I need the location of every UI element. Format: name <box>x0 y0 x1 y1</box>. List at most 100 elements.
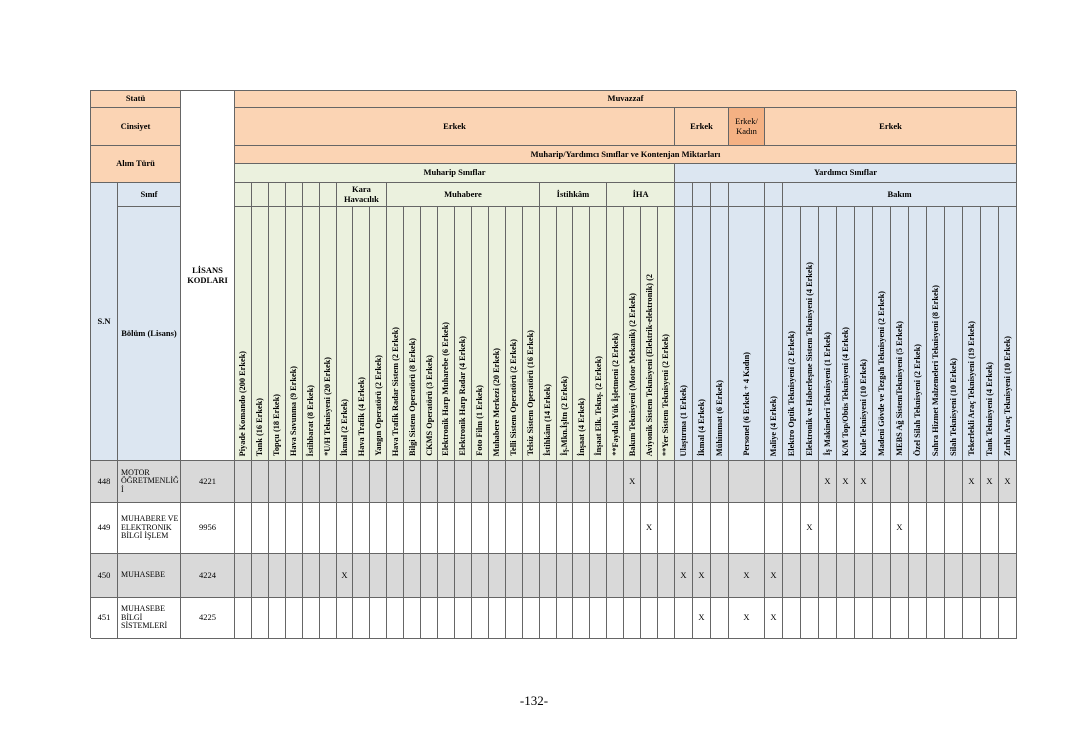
column-header: İnşaat (4 Erkek) <box>573 207 591 461</box>
mark-cell <box>963 598 981 639</box>
mark-cell <box>302 598 320 639</box>
mark-cell <box>945 503 963 554</box>
mark-cell <box>302 503 320 554</box>
mark-cell <box>505 503 523 554</box>
mark-cell <box>556 503 574 554</box>
sn: 449 <box>91 503 118 554</box>
subgroup: İHA <box>607 183 675 207</box>
mark-cell <box>522 598 540 639</box>
mark-cell <box>873 554 891 598</box>
mark-cell <box>999 503 1017 554</box>
lisans-kod: 4225 <box>181 598 235 639</box>
cinsiyet: Erkek/ Kadın <box>729 108 765 146</box>
bolum: MOTOR ÖĞRETMENLİĞİ <box>118 461 181 503</box>
mark-cell <box>641 598 659 639</box>
statu-label: Statü <box>91 91 181 108</box>
alim-turu-label: Alım Türü <box>91 146 181 183</box>
mark-cell <box>302 554 320 598</box>
column-header: Bilgi Sistem Operatörü (8 Erkek) <box>404 207 422 461</box>
mark-cell <box>573 598 591 639</box>
mark-cell: X <box>981 461 999 503</box>
mark-cell <box>251 503 269 554</box>
column-header: Tank Teknisyeni (4 Erkek) <box>981 207 999 461</box>
mark-cell <box>455 598 472 639</box>
subgroup-empty <box>765 183 783 207</box>
mark-cell <box>505 554 523 598</box>
mark-cell <box>336 461 354 503</box>
mark-cell <box>819 554 837 598</box>
mark-cell: X <box>765 554 783 598</box>
mark-cell: X <box>963 461 981 503</box>
mark-cell <box>522 554 540 598</box>
column-header: Telsiz Sistem Operatörü (16 Erkek) <box>522 207 540 461</box>
mark-cell <box>235 554 252 598</box>
mark-cell <box>729 461 765 503</box>
mark-cell <box>765 503 783 554</box>
mark-cell <box>873 598 891 639</box>
mark-cell <box>573 461 591 503</box>
column-header: Foto Film (1 Erkek) <box>471 207 489 461</box>
column-header: Elektro Optik Teknisyeni (2 Erkek) <box>783 207 801 461</box>
mark-cell <box>607 598 625 639</box>
mark-cell <box>539 461 557 503</box>
subgroup-empty <box>268 183 286 207</box>
column-header: İkmal (4 Erkek) <box>693 207 711 461</box>
mark-cell <box>488 554 506 598</box>
mark-cell <box>873 503 891 554</box>
mark-cell <box>404 461 422 503</box>
column-header: Yangın Operatörü (2 Erkek) <box>370 207 388 461</box>
subgroup-empty <box>711 183 729 207</box>
sn: 448 <box>91 461 118 503</box>
mark-cell: X <box>675 554 693 598</box>
mark-cell <box>675 598 693 639</box>
mark-cell <box>539 503 557 554</box>
mark-cell <box>607 554 625 598</box>
mark-cell <box>421 461 439 503</box>
column-header: Özel Silah Teknisyeni (2 Erkek) <box>909 207 927 461</box>
subgroup-empty <box>235 183 252 207</box>
mark-cell <box>641 554 659 598</box>
mark-cell <box>658 598 675 639</box>
mark-cell <box>556 461 574 503</box>
mark-cell: X <box>765 598 783 639</box>
mark-cell <box>927 554 945 598</box>
column-header: **Yer Sistem Teknisyeni (2 Erkek) <box>658 207 675 461</box>
column-header: Ulaştırma (1 Erkek) <box>675 207 693 461</box>
column-header: Zırhlı Araç Teknisyeni (10 Erkek) <box>999 207 1017 461</box>
column-header: Elektronik Harp Radar (4 Erkek) <box>455 207 472 461</box>
column-header: İş Makineleri Teknisyeni (1 Erkek) <box>819 207 837 461</box>
mark-cell <box>235 461 252 503</box>
table: Statü LİSANS KODLARI Muvazzaf Cinsiyet Erkek… <box>90 90 1017 639</box>
mark-cell: X <box>891 503 909 554</box>
mark-cell <box>590 598 608 639</box>
subgroup-empty <box>675 183 693 207</box>
mark-cell <box>981 554 999 598</box>
mark-cell <box>319 598 337 639</box>
mark-cell: X <box>641 503 659 554</box>
column-header: Hava Trafik Radar Sistem (2 Erkek) <box>387 207 405 461</box>
mark-cell <box>783 598 801 639</box>
mark-cell <box>455 461 472 503</box>
mark-cell <box>981 503 999 554</box>
column-header: Elektronik Harp Muharebe (6 Erkek) <box>438 207 455 461</box>
mark-cell <box>471 554 489 598</box>
sinif-label: Sınıf <box>118 183 181 207</box>
column-header: Bakım Teknisyeni (Motor Mekanik) (2 Erke… <box>624 207 642 461</box>
column-header: Elektronik ve Haberleşme Sistem Teknisye… <box>801 207 819 461</box>
mark-cell <box>909 554 927 598</box>
mark-cell <box>421 598 439 639</box>
column-header: İkmal (2 Erkek) <box>336 207 354 461</box>
column-header: Sahra Hizmet Malzemeleri Teknisyeni (8 E… <box>927 207 945 461</box>
page-number: -132- <box>519 693 549 708</box>
mark-cell <box>471 503 489 554</box>
column-header: Telli Sistem Operatörü (2 Erkek) <box>505 207 523 461</box>
column-header: Muhabere Merkezi (20 Erkek) <box>488 207 506 461</box>
column-header: Silah Teknisyeni (10 Erkek) <box>945 207 963 461</box>
mark-cell <box>539 554 557 598</box>
column-header: Tank (16 Erkek) <box>251 207 269 461</box>
mark-cell <box>693 503 711 554</box>
mark-cell <box>855 503 873 554</box>
mark-cell <box>711 598 729 639</box>
mark-cell <box>488 598 506 639</box>
mark-cell: X <box>819 461 837 503</box>
